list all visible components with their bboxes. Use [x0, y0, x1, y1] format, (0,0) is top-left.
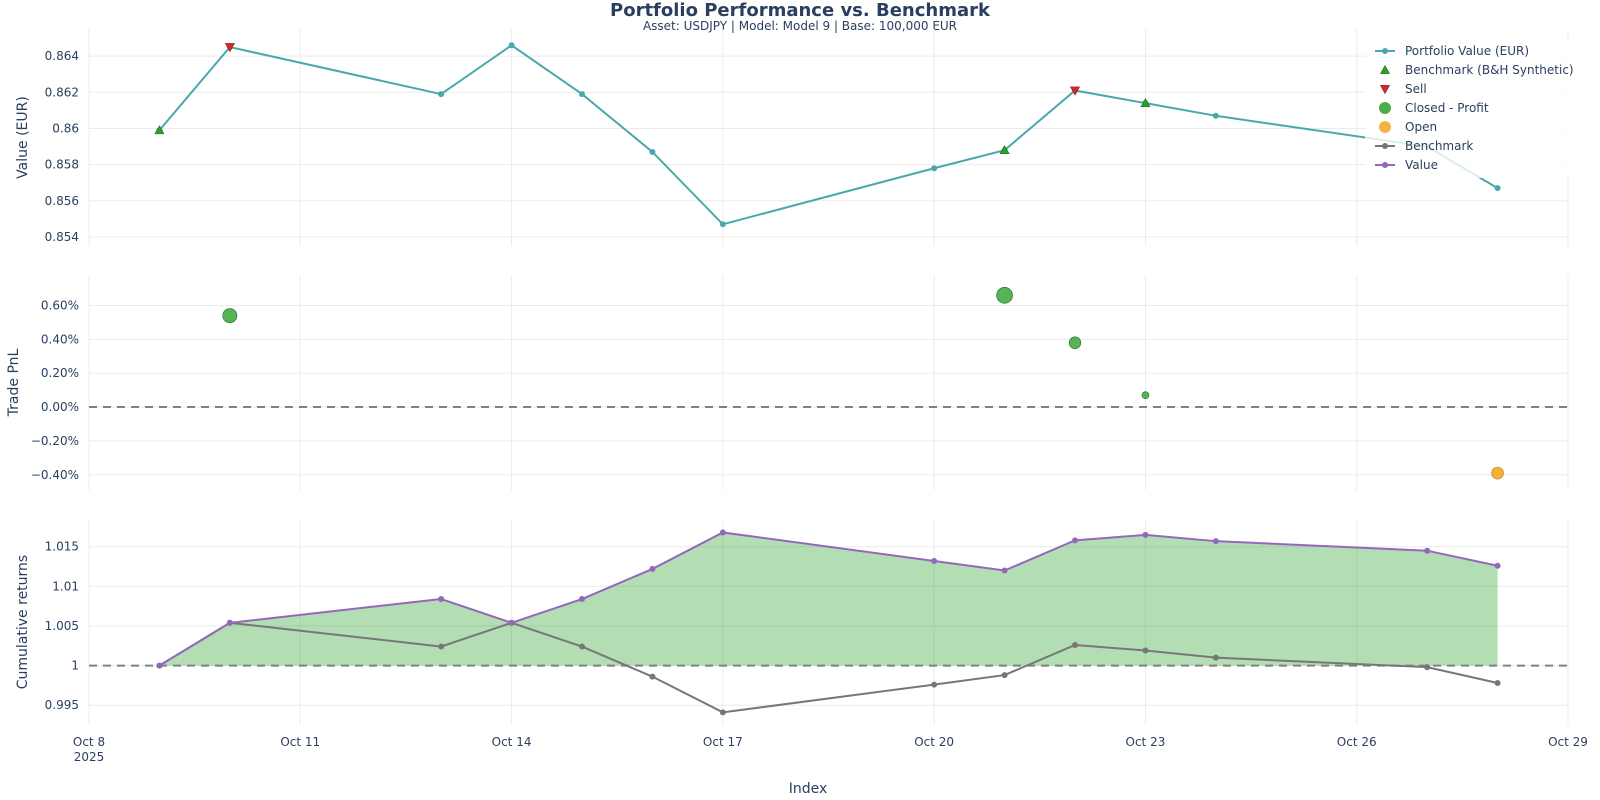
y-tick-label: 0.856 [45, 194, 79, 208]
value-point [649, 565, 656, 572]
y-tick-label: 0.858 [45, 158, 79, 172]
portfolio-value-point [438, 91, 445, 98]
benchmark-marker [999, 145, 1010, 155]
y-tick-label: −0.40% [31, 468, 79, 482]
trade-profit-point [1141, 391, 1150, 400]
legend-label: Portfolio Value (EUR) [1405, 44, 1529, 58]
portfolio-value-point [1494, 185, 1501, 192]
outperformance-area [159, 532, 1498, 666]
chart-subtitle: Asset: USDJPY | Model: Model 9 | Base: 1… [643, 19, 957, 33]
benchmark-line [158, 621, 1498, 714]
legend-label: Open [1405, 120, 1437, 134]
x-tick-label: Oct 11 [280, 735, 320, 749]
y-tick-label: 0.60% [41, 298, 79, 312]
benchmark-point [438, 643, 445, 650]
y-axis-title: Value (EUR) [15, 96, 31, 179]
y-tick-label: 1.005 [45, 619, 79, 633]
sell-marker [1069, 86, 1081, 96]
benchmark-point [1072, 641, 1078, 648]
benchmark-point [931, 681, 938, 688]
value-point [719, 529, 726, 536]
legend-background [1365, 39, 1575, 178]
benchmark-point [1424, 664, 1431, 671]
y-tick-label: −0.20% [31, 434, 79, 448]
benchmark-marker [154, 125, 165, 135]
portfolio-value-line [158, 44, 1499, 226]
portfolio-value-point [579, 91, 585, 98]
legend-label: Benchmark [1405, 139, 1473, 153]
value-point [1001, 567, 1008, 574]
benchmark-point [1001, 672, 1008, 679]
y-tick-label: 0.995 [45, 698, 79, 712]
x-tick-label: Oct 29 [1548, 735, 1588, 749]
legend-swatch-triangle-down [1379, 85, 1391, 95]
legend-swatch-marker [1382, 48, 1388, 54]
benchmark-point [579, 643, 585, 650]
benchmark-point [1212, 654, 1219, 661]
benchmark-point [649, 673, 656, 680]
trade-open-point [1491, 466, 1504, 480]
y-tick-label: 0.40% [41, 332, 79, 346]
y-tick-label: 0.00% [41, 400, 79, 414]
y-tick-label: 1 [71, 659, 79, 673]
value-point [508, 619, 515, 626]
portfolio-value-point [1212, 112, 1219, 119]
legend-swatch-circle [1379, 102, 1391, 114]
trade-profit-point [222, 308, 238, 324]
legend: Portfolio Value (EUR) Benchmark (B&H Synt… [1365, 39, 1575, 178]
x-tick-year: 2025 [74, 750, 105, 764]
legend-swatch-marker [1382, 162, 1388, 168]
x-tick-label: Oct 14 [492, 735, 532, 749]
value-point [1494, 562, 1501, 569]
x-tick-label: Oct 8 [73, 735, 105, 749]
portfolio-value-point [931, 165, 938, 172]
y-tick-label: 0.20% [41, 366, 79, 380]
x-tick-label: Oct 26 [1337, 735, 1377, 749]
value-point [156, 662, 163, 669]
chart-title: Portfolio Performance vs. Benchmark [610, 0, 991, 21]
portfolio-value-point [719, 221, 726, 228]
x-axis-title: Index [789, 781, 828, 797]
value-point [438, 596, 445, 603]
benchmark-marker [1140, 98, 1151, 108]
legend-label: Value [1405, 158, 1438, 172]
value-point [226, 619, 233, 626]
value-line [158, 531, 1498, 667]
benchmark-point [1494, 680, 1501, 687]
y-tick-label: 1.015 [45, 540, 79, 554]
y-tick-label: 0.86 [52, 121, 79, 135]
y-tick-label: 0.854 [45, 230, 79, 244]
legend-swatch-circle [1379, 121, 1391, 133]
sell-marker [224, 43, 235, 53]
y-tick-label: 0.864 [45, 49, 79, 63]
value-point [931, 557, 938, 564]
value-point [1072, 537, 1078, 544]
legend-label: Sell [1405, 82, 1427, 96]
trade-profit-point [996, 287, 1013, 304]
x-tick-label: Oct 20 [914, 735, 954, 749]
x-tick-label: Oct 23 [1126, 735, 1166, 749]
panel-1: 0.854 0.856 0.858 0.86 0.862 0.864 Value (EUR) [15, 29, 1569, 246]
benchmark-point [719, 709, 726, 716]
value-point [579, 596, 585, 603]
legend-label: Benchmark (B&H Synthetic) [1405, 63, 1574, 77]
legend-swatch-marker [1382, 143, 1388, 149]
plot-area: 0.854 0.856 0.858 0.86 0.862 0.864 Value (EUR)… [6, 29, 1588, 764]
benchmark-point [1142, 647, 1149, 654]
value-point [1424, 547, 1431, 554]
legend-swatch-triangle-up [1379, 64, 1391, 74]
value-point [1142, 531, 1149, 538]
panel-2: −0.40% −0.20% 0.00% 0.20% 0.40% 0.60% Trade Pn… [6, 275, 1569, 490]
y-tick-label: 1.01 [52, 579, 79, 593]
y-axis-title: Trade PnL [6, 348, 22, 417]
trade-profit-point [1068, 336, 1082, 349]
y-axis-title: Cumulative returns [15, 555, 31, 689]
legend-label: Closed - Profit [1405, 101, 1489, 115]
portfolio-value-point [508, 42, 515, 49]
y-tick-label: 0.862 [45, 85, 79, 99]
value-point [1212, 538, 1219, 545]
portfolio-value-point [649, 148, 656, 155]
x-tick-label: Oct 17 [703, 735, 743, 749]
